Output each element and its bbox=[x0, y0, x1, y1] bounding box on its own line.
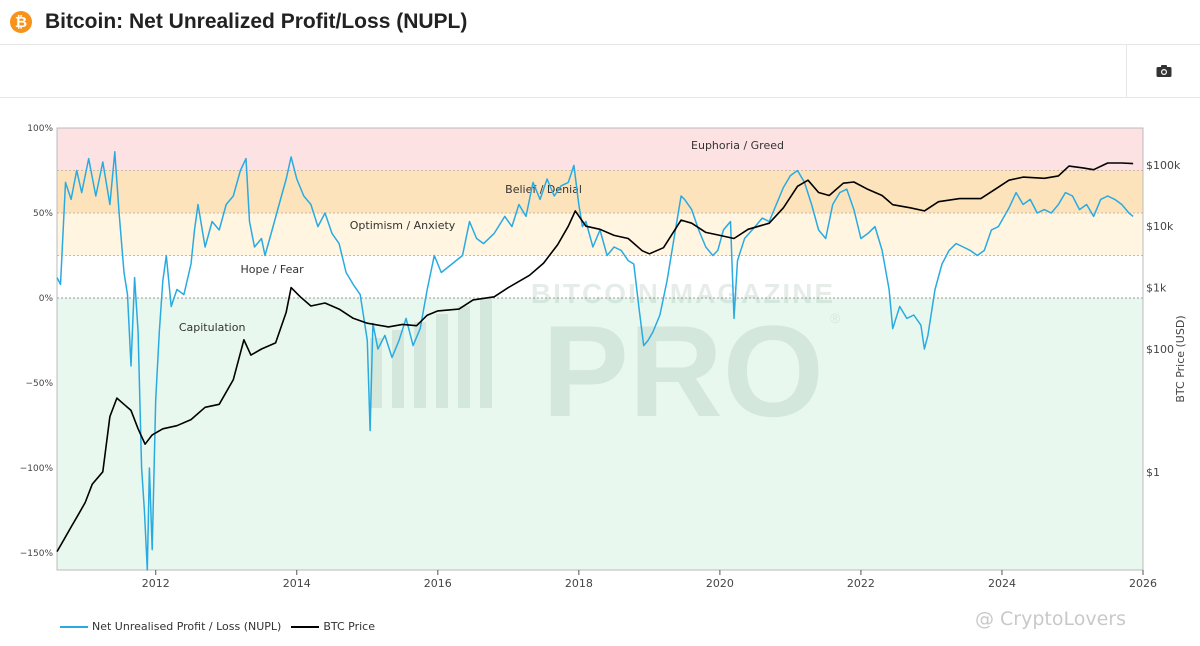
y-left-tick-label: −150% bbox=[20, 549, 54, 559]
x-tick-label: 2020 bbox=[706, 577, 734, 590]
y-right-tick-label: $1k bbox=[1146, 282, 1167, 295]
watermark-bar bbox=[480, 298, 492, 408]
plot-frame bbox=[56, 127, 1144, 571]
chart-toolbar bbox=[0, 45, 1200, 98]
zone-capitulation bbox=[57, 298, 1143, 570]
zone-label: Optimism / Anxiety bbox=[350, 219, 456, 232]
bitcoin-logo-icon: ₿ bbox=[10, 11, 32, 33]
y-left-tick-label: 50% bbox=[33, 209, 53, 219]
legend-swatch-nupl bbox=[60, 625, 88, 628]
watermark-bar bbox=[458, 306, 470, 408]
y-left-tick-label: −50% bbox=[25, 379, 53, 389]
watermark-bar bbox=[370, 338, 382, 408]
watermark-bar bbox=[436, 314, 448, 408]
watermark-brand-mark: ® bbox=[830, 310, 841, 326]
y-right-tick-label: $10k bbox=[1146, 220, 1174, 233]
watermark-brand-main: PRO bbox=[542, 298, 824, 444]
camera-icon bbox=[1156, 65, 1172, 77]
chart-legend: Net Unrealised Profit / Loss (NUPL) BTC … bbox=[60, 620, 385, 633]
x-tick-label: 2024 bbox=[988, 577, 1016, 590]
y-right-axis-title: BTC Price (USD) bbox=[1174, 315, 1187, 402]
overlay-watermark: @ CryptoLovers bbox=[975, 608, 1126, 630]
watermark-brand-top: BITCOIN MAGAZINE bbox=[531, 278, 835, 309]
overlay-watermark-text: @ CryptoLovers bbox=[975, 608, 1127, 630]
zone-label: Hope / Fear bbox=[240, 263, 304, 276]
zone-belief-denial bbox=[57, 170, 1143, 213]
zone-hope-fear bbox=[57, 255, 1143, 298]
zone-euphoria-greed bbox=[57, 128, 1143, 171]
zone-label: Capitulation bbox=[179, 321, 246, 334]
y-left-tick-label: 0% bbox=[39, 294, 54, 304]
zone-optimism-anxiety bbox=[57, 213, 1143, 256]
y-right-tick-label: $1 bbox=[1146, 466, 1160, 479]
x-tick-label: 2022 bbox=[847, 577, 875, 590]
btc-price-series-line bbox=[56, 162, 1134, 552]
x-tick-label: 2012 bbox=[142, 577, 170, 590]
legend-item-nupl[interactable]: Net Unrealised Profit / Loss (NUPL) bbox=[60, 620, 281, 633]
x-tick-label: 2014 bbox=[283, 577, 311, 590]
legend-label-nupl: Net Unrealised Profit / Loss (NUPL) bbox=[92, 620, 282, 633]
chart-header: ₿ Bitcoin: Net Unrealized Profit/Loss (N… bbox=[0, 0, 1200, 45]
zone-label: Euphoria / Greed bbox=[691, 139, 784, 152]
x-tick-label: 2016 bbox=[424, 577, 452, 590]
page-title: Bitcoin: Net Unrealized Profit/Loss (NUP… bbox=[45, 10, 468, 33]
legend-swatch-btc-price bbox=[291, 625, 320, 628]
legend-item-btc-price[interactable]: BTC Price bbox=[291, 620, 375, 633]
legend-label-btc-price: BTC Price bbox=[323, 620, 375, 633]
y-right-tick-label: $100k bbox=[1146, 159, 1181, 172]
x-tick-label: 2018 bbox=[565, 577, 593, 590]
x-tick-label: 2026 bbox=[1129, 577, 1157, 590]
download-image-button[interactable] bbox=[1126, 45, 1200, 97]
nupl-series-line bbox=[56, 151, 1134, 571]
y-left-tick-label: 100% bbox=[27, 124, 53, 134]
y-right-tick-label: $100 bbox=[1146, 343, 1174, 356]
watermark-bar bbox=[414, 322, 426, 408]
y-left-tick-label: −100% bbox=[20, 464, 54, 474]
